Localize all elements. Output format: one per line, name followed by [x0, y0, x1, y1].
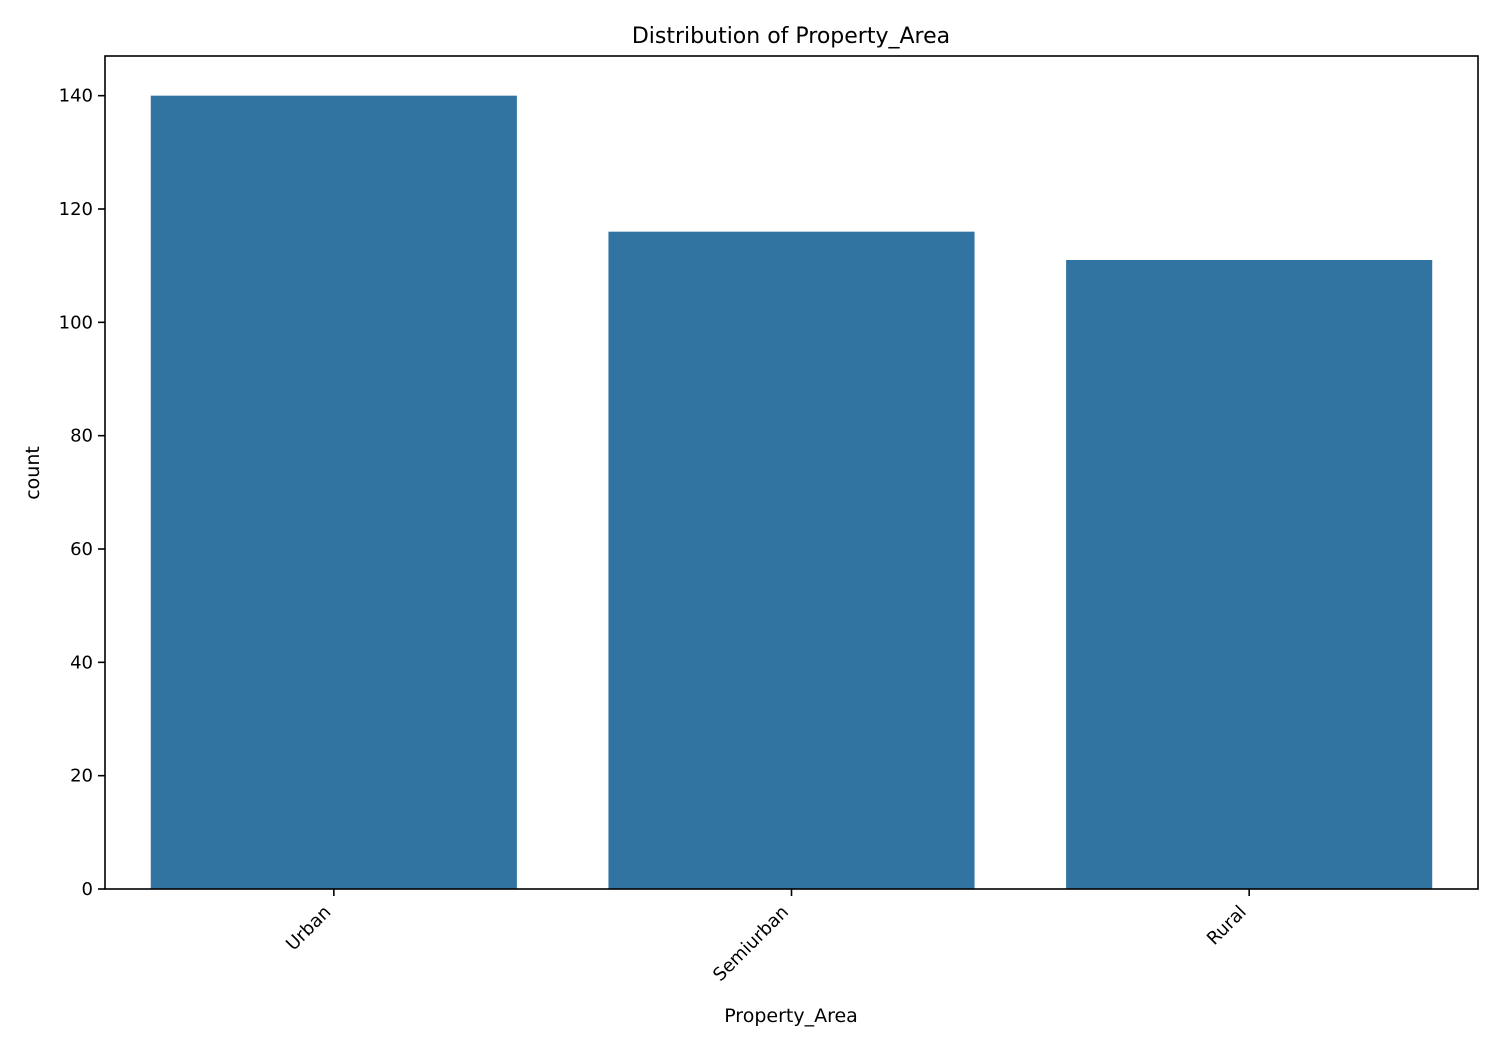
bar-urban [150, 95, 517, 889]
y-tick-label: 60 [70, 539, 93, 560]
y-axis-label: count [22, 446, 44, 500]
x-tick-label: Rural [1203, 902, 1251, 950]
y-tick-label: 40 [70, 652, 93, 673]
bar-rural [1066, 260, 1433, 889]
chart-title: Distribution of Property_Area [632, 24, 950, 49]
x-axis-label: Property_Area [724, 1005, 858, 1027]
y-axis: 0 20 40 60 80 100 120 140 [59, 86, 105, 900]
x-tick-label: Semiurban [709, 902, 793, 986]
x-axis: Urban Semiurban Rural [282, 889, 1251, 986]
bars-group [150, 95, 1433, 889]
plot-frame [104, 55, 1479, 890]
y-tick-label: 140 [59, 86, 93, 107]
x-tick-label: Urban [282, 902, 335, 955]
y-tick-label: 120 [59, 199, 93, 220]
y-tick-label: 100 [59, 312, 93, 333]
bar-semiurban [608, 231, 975, 889]
y-tick-label: 80 [70, 426, 93, 447]
y-tick-label: 20 [70, 766, 93, 787]
y-tick-label: 0 [82, 879, 93, 900]
